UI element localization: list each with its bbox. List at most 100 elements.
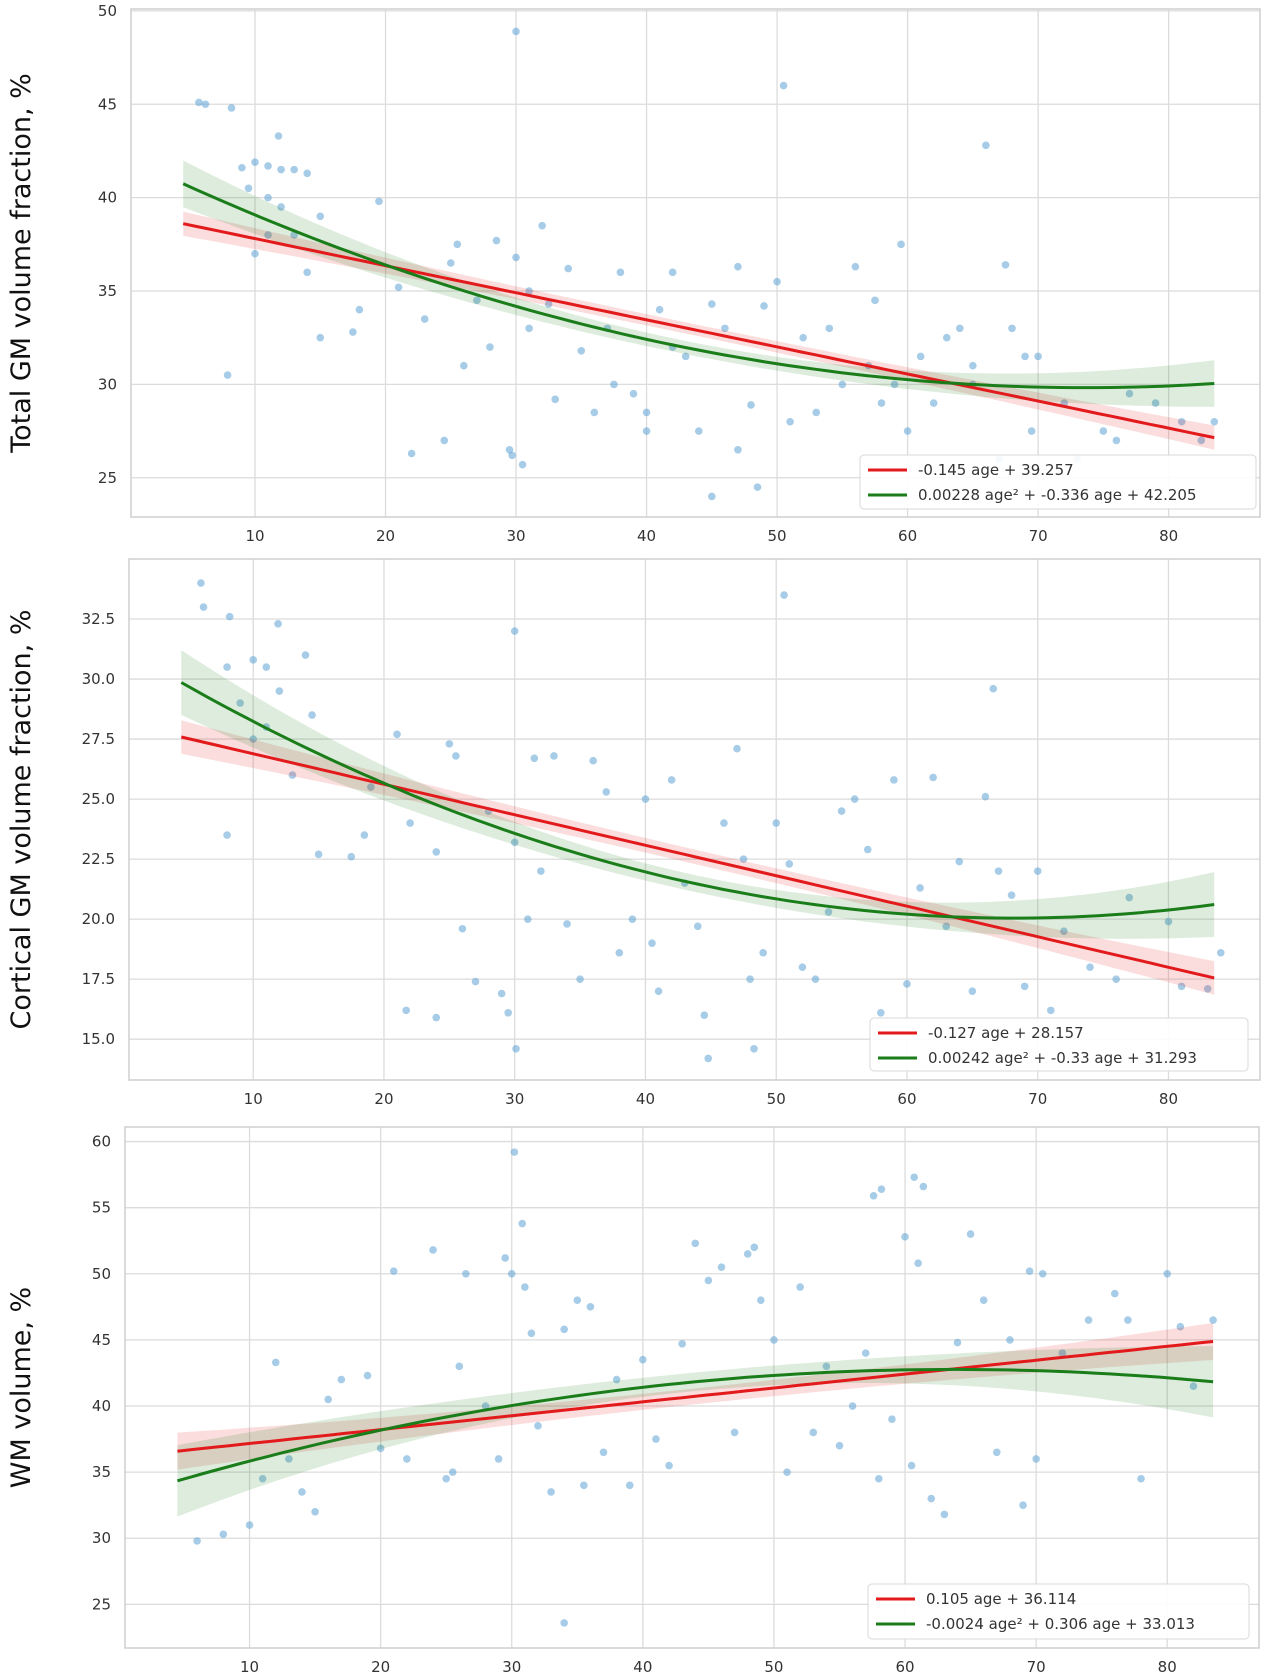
- data-point: [602, 788, 611, 796]
- fit-line: [176, 1367, 1214, 1483]
- data-point: [486, 343, 494, 351]
- data-point: [940, 1510, 949, 1519]
- data-point: [916, 884, 924, 892]
- y-tick-label: 25: [92, 1595, 111, 1613]
- x-tick-label: 60: [895, 1658, 914, 1676]
- y-tick-label: 20.0: [82, 910, 115, 928]
- data-point: [576, 975, 584, 983]
- data-point: [812, 408, 821, 417]
- data-point: [403, 1455, 411, 1463]
- data-point: [197, 579, 205, 587]
- data-point: [481, 1402, 490, 1410]
- data-point: [979, 1296, 988, 1305]
- y-tick-label: 30.0: [82, 670, 115, 688]
- data-point: [772, 819, 781, 827]
- data-point: [1008, 324, 1016, 333]
- data-point: [747, 401, 755, 409]
- data-point: [1099, 427, 1108, 435]
- data-point: [238, 163, 246, 172]
- data-point: [848, 1402, 857, 1410]
- data-point: [910, 1173, 919, 1182]
- data-point: [1038, 1269, 1047, 1278]
- x-tick-label: 10: [240, 1658, 259, 1676]
- data-point: [236, 699, 244, 707]
- y-tick-label: 45: [98, 95, 117, 113]
- y-tick-label: 60: [92, 1133, 111, 1151]
- legend-box: [859, 454, 1257, 510]
- data-point: [501, 1254, 509, 1262]
- data-point: [681, 352, 690, 361]
- data-point: [750, 1243, 759, 1252]
- data-point: [678, 1340, 686, 1348]
- data-point: [537, 867, 545, 875]
- data-point: [824, 908, 833, 916]
- data-point: [1001, 261, 1010, 269]
- data-point: [877, 399, 886, 407]
- data-point: [227, 104, 236, 112]
- data-point: [564, 264, 573, 273]
- data-point: [577, 346, 586, 355]
- data-point: [406, 819, 414, 827]
- data-point: [494, 1455, 503, 1463]
- y-axis-label: WM volume, %: [6, 1287, 37, 1488]
- data-point: [981, 792, 990, 801]
- data-point: [497, 989, 506, 998]
- data-point: [648, 939, 656, 947]
- data-point: [953, 1338, 962, 1347]
- data-point: [223, 371, 232, 379]
- x-tick-label: 50: [768, 527, 787, 545]
- y-tick-label: 55: [92, 1199, 111, 1217]
- data-point: [1020, 982, 1029, 991]
- legend-box: [869, 1017, 1249, 1072]
- data-point: [1124, 1316, 1132, 1324]
- data-point: [641, 795, 650, 803]
- data-point: [599, 1448, 608, 1457]
- data-point: [518, 1219, 527, 1228]
- data-point: [799, 333, 807, 342]
- y-tick-label: 50: [92, 1265, 111, 1283]
- data-point: [512, 253, 520, 262]
- x-tick-label: 50: [767, 1090, 786, 1108]
- data-point: [360, 831, 369, 839]
- data-point: [861, 1349, 870, 1357]
- fit-line: [182, 222, 1215, 440]
- data-point: [665, 1461, 673, 1470]
- data-point: [201, 100, 210, 109]
- legend-label: -0.127 age + 28.157: [928, 1024, 1084, 1042]
- data-point: [195, 98, 203, 107]
- data-point: [825, 324, 834, 333]
- confidence-band: [177, 1346, 1214, 1517]
- data-point: [1176, 1322, 1185, 1331]
- x-tick-label: 70: [1027, 1658, 1046, 1676]
- data-point: [691, 1239, 700, 1248]
- data-point: [507, 1269, 516, 1278]
- data-point: [1110, 1289, 1119, 1298]
- data-point: [612, 1375, 621, 1384]
- fit-line: [180, 735, 1215, 980]
- data-point: [290, 165, 298, 174]
- y-tick-label: 25: [98, 469, 117, 487]
- data-point: [796, 1283, 804, 1291]
- data-point: [721, 324, 729, 333]
- chart-3: 10 20 30 40 50 60 70 80 25 30 35 40 45 50 55 60 WM volum…: [6, 1126, 1260, 1676]
- data-point: [586, 1303, 595, 1311]
- data-point: [869, 1191, 878, 1200]
- data-point: [720, 819, 728, 827]
- data-point: [942, 922, 950, 931]
- data-point: [708, 300, 716, 308]
- data-point: [1163, 1269, 1172, 1278]
- data-point: [573, 1296, 582, 1305]
- data-point: [525, 324, 533, 333]
- confidence-band: [181, 650, 1215, 939]
- data-point: [850, 795, 859, 803]
- data-point: [1006, 1336, 1014, 1344]
- data-point: [1177, 417, 1186, 426]
- data-point: [311, 1507, 319, 1516]
- data-point: [780, 591, 788, 599]
- data-point: [547, 1488, 555, 1496]
- data-point: [903, 427, 912, 435]
- data-point: [704, 1276, 713, 1285]
- data-point: [773, 277, 781, 286]
- data-point: [822, 1362, 831, 1371]
